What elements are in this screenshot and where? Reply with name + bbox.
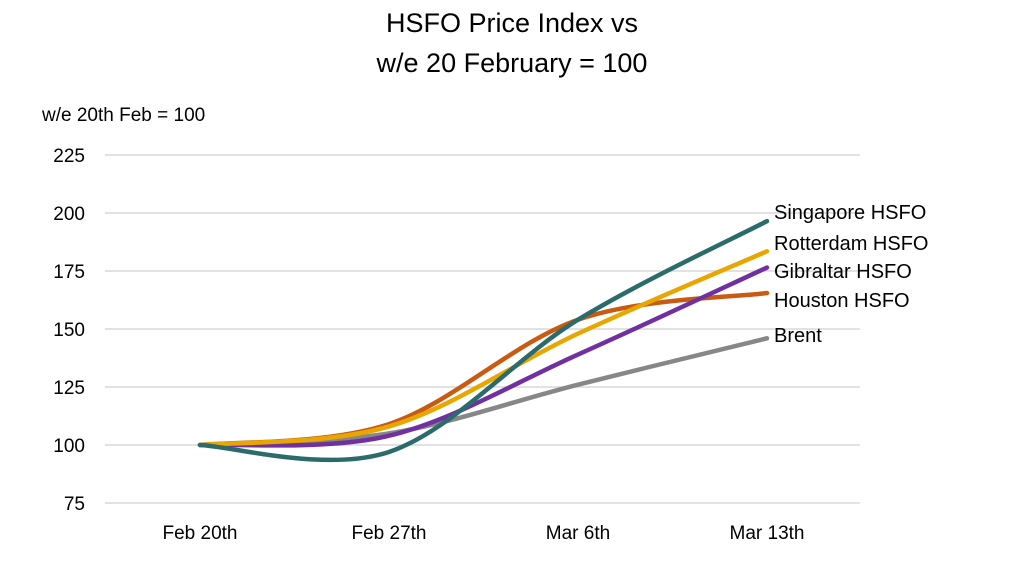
series-label: Rotterdam HSFO bbox=[774, 233, 928, 255]
y-tick-label: 100 bbox=[53, 436, 85, 457]
series-label: Singapore HSFO bbox=[774, 202, 926, 224]
series-label: Houston HSFO bbox=[774, 290, 910, 312]
chart-title-line1: HSFO Price Index vs bbox=[386, 8, 638, 38]
y-tick-label: 150 bbox=[53, 320, 85, 341]
y-tick-label: 125 bbox=[53, 378, 85, 399]
x-tick-label: Mar 6th bbox=[546, 523, 610, 544]
x-tick-label: Feb 20th bbox=[163, 523, 238, 544]
y-axis-label: w/e 20th Feb = 100 bbox=[41, 105, 205, 126]
x-tick-label: Feb 27th bbox=[352, 523, 427, 544]
series-line-rotterdam-hsfo bbox=[197, 249, 770, 448]
chart-title-line2: w/e 20 February = 100 bbox=[376, 48, 648, 78]
y-tick-label: 175 bbox=[53, 262, 85, 283]
x-tick-label: Mar 13th bbox=[730, 523, 805, 544]
series-label: Brent bbox=[774, 325, 822, 347]
series-label: Gibraltar HSFO bbox=[774, 261, 912, 283]
y-tick-label: 225 bbox=[53, 146, 85, 167]
y-tick-label: 75 bbox=[64, 494, 85, 515]
series-line-gibraltar-hsfo bbox=[197, 265, 770, 448]
series-line-houston-hsfo bbox=[197, 290, 770, 448]
y-tick-label: 200 bbox=[53, 204, 85, 225]
series-line-singapore-hsfo bbox=[197, 218, 770, 463]
